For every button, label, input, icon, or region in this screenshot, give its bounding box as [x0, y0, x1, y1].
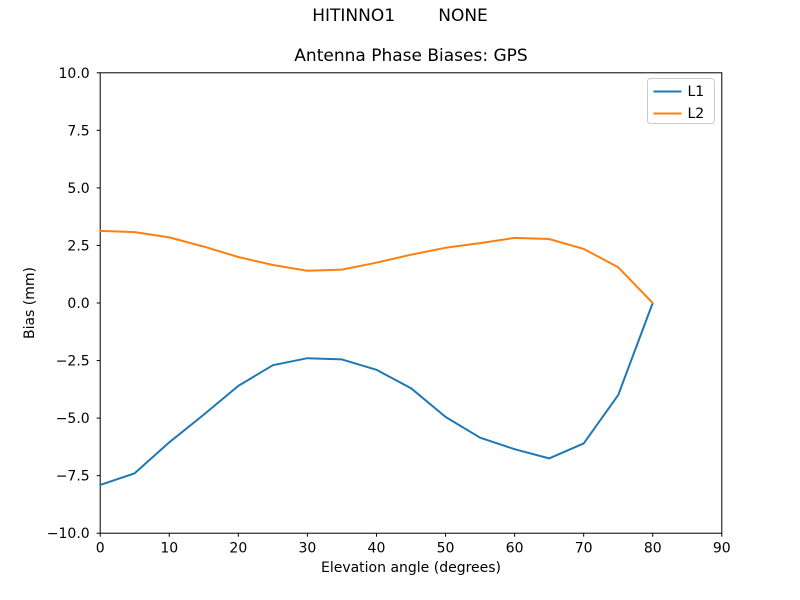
y-tick-label: −10.0 — [47, 526, 90, 542]
y-tick-label: 10.0 — [59, 66, 90, 82]
x-tick-label: 40 — [368, 541, 386, 557]
series-line-L2 — [99, 229, 654, 304]
x-tick-label: 50 — [437, 541, 455, 557]
axes-frame — [99, 72, 723, 534]
figure-suptitle: HITINNO1 NONE — [312, 6, 488, 26]
y-tick-label: 7.5 — [67, 123, 89, 139]
x-tick-label: 20 — [229, 541, 247, 557]
plot-area: 0 10 20 30 40 50 60 70 80 90 −10.0 −7.5 −5.0 −2.5 0.0 2… — [47, 66, 731, 557]
x-tick-label: 10 — [160, 541, 178, 557]
x-tick-label: 90 — [713, 541, 731, 557]
y-tick-label: 2.5 — [67, 238, 89, 254]
axes-title: Antenna Phase Biases: GPS — [294, 46, 527, 66]
legend-label-L1: L1 — [688, 84, 705, 100]
y-axis-label: Bias (mm) — [22, 267, 38, 339]
x-axis-label: Elevation angle (degrees) — [321, 560, 501, 576]
x-tick-label: 80 — [644, 541, 662, 557]
y-tick-label: −5.0 — [56, 411, 90, 427]
legend-label-L2: L2 — [688, 106, 705, 122]
series-line-L1 — [99, 302, 654, 486]
legend-box — [647, 78, 715, 124]
x-tick-label: 30 — [298, 541, 316, 557]
x-tick-label: 0 — [96, 541, 105, 557]
x-tick-label: 70 — [575, 541, 593, 557]
y-tick-label: 5.0 — [67, 181, 89, 197]
y-tick-label: −7.5 — [56, 469, 90, 485]
x-tick-label: 60 — [506, 541, 524, 557]
y-tick-label: 0.0 — [67, 296, 89, 312]
y-tick-label: −2.5 — [56, 354, 90, 370]
